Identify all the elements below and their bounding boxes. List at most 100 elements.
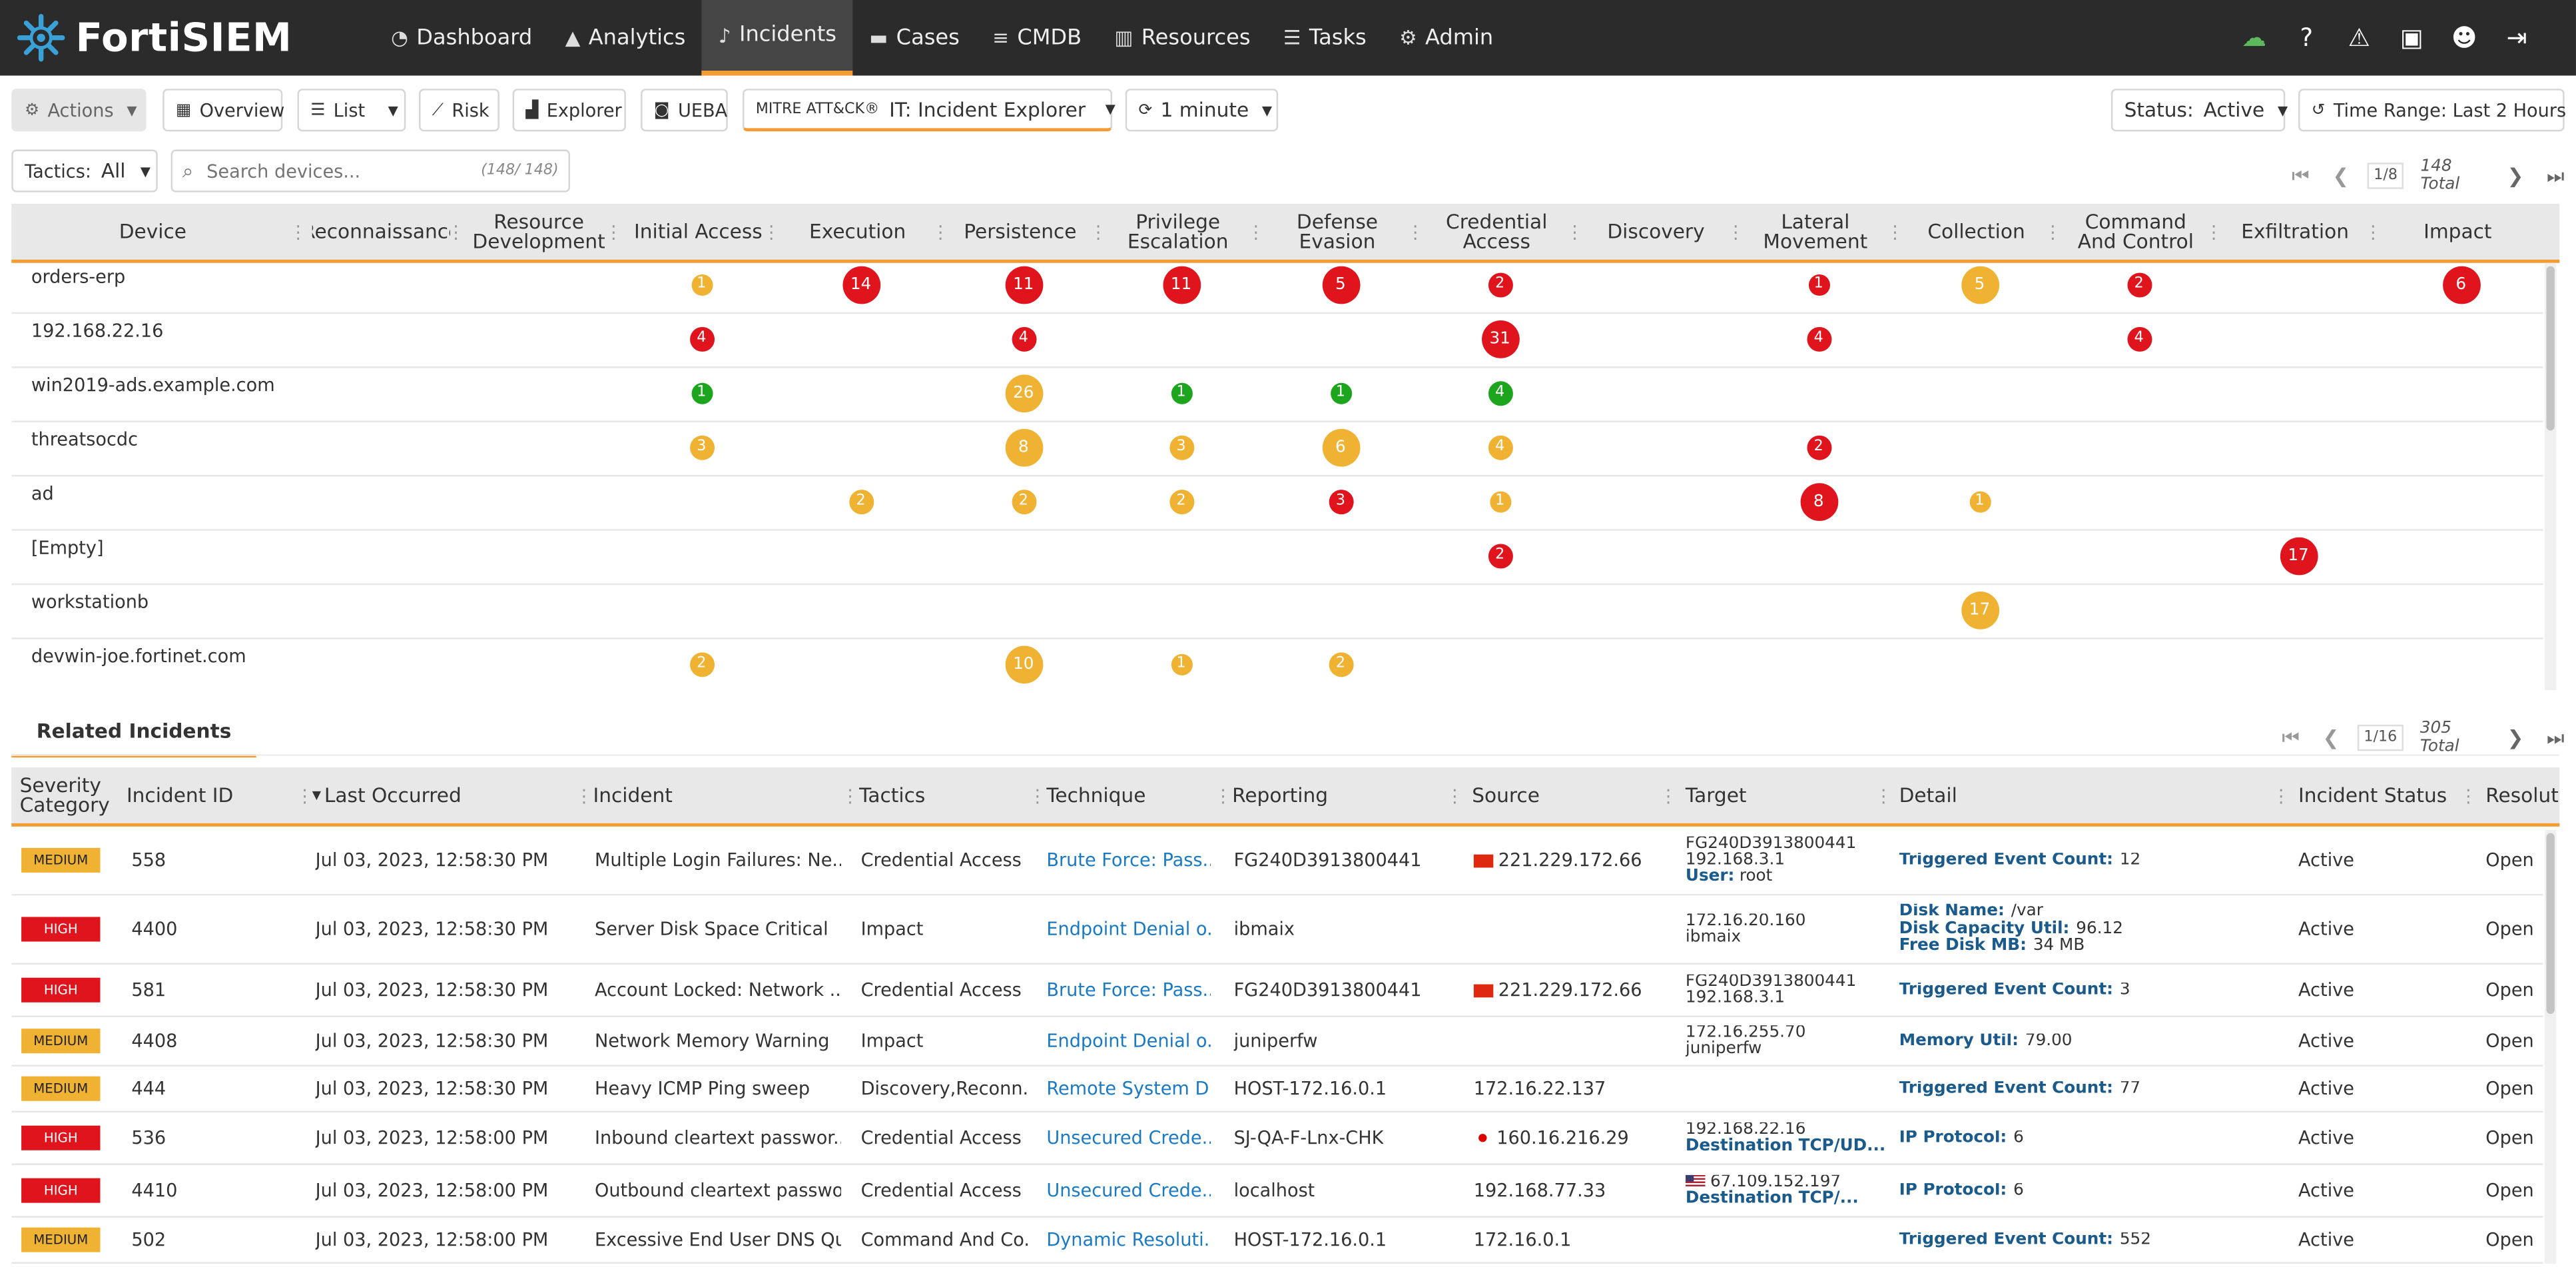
nav-cmdb[interactable]: ≡ CMDB	[976, 0, 1098, 75]
matrix-row[interactable]: win2019-ads.example.com 1 26 1 1 4	[11, 368, 2543, 422]
ueba-button[interactable]: ◙ UEBA	[641, 89, 728, 132]
matrix-row[interactable]: orders-erp 1 14 11 11 5 2 1 5 2 6	[11, 260, 2543, 314]
technique-link[interactable]: Endpoint Denial o...	[1046, 918, 1211, 941]
actions-dropdown[interactable]: ⚙ Actions ▼	[11, 89, 147, 132]
column-header-incident-id[interactable]: Incident ID	[127, 767, 233, 823]
target-cell[interactable]: FG240D3913800441 192.168.3.1 User: root	[1686, 837, 1886, 886]
incident-name[interactable]: Inbound cleartext passwor...	[594, 1127, 842, 1149]
matrix-row[interactable]: [Empty] 2 17	[11, 531, 2543, 586]
device-name[interactable]: threatsocdc	[31, 428, 139, 450]
tactics-filter[interactable]: Tactics: All ▼	[11, 149, 158, 193]
incident-row[interactable]: HIGH 581 Jul 03, 2023, 12:58:30 PM Account …	[11, 965, 2543, 1017]
column-resize-handle[interactable]: ⋮	[1885, 222, 1905, 244]
incident-row[interactable]: MEDIUM 502 Jul 03, 2023, 12:58:00 PM Excess…	[11, 1218, 2543, 1264]
reporting-device[interactable]: FG240D3913800441	[1233, 849, 1422, 871]
prev-page-icon[interactable]: ❮	[2322, 726, 2340, 749]
first-page-icon[interactable]: ⏮	[2292, 163, 2310, 187]
incident-scrollbar-thumb[interactable]	[2546, 833, 2555, 1015]
incident-count-badge[interactable]: 4	[1806, 326, 1831, 351]
source-ip[interactable]: 172.16.0.1	[1474, 1229, 1572, 1250]
incident-row[interactable]: HIGH 4410 Jul 03, 2023, 12:58:00 PM Outboun…	[11, 1165, 2543, 1218]
matrix-scrollbar[interactable]	[2545, 262, 2557, 691]
source-ip[interactable]: 172.16.22.137	[1474, 1078, 1606, 1099]
list-dropdown[interactable]: ☰ List ▼	[297, 89, 406, 132]
reporting-device[interactable]: HOST-172.16.0.1	[1233, 1078, 1387, 1100]
column-header-tactic[interactable]: Initial Access	[621, 204, 775, 260]
incident-count-badge[interactable]: 4	[689, 326, 714, 351]
matrix-scrollbar-thumb[interactable]	[2546, 266, 2555, 431]
incident-count-badge[interactable]: 4	[2126, 326, 2152, 351]
column-resize-handle[interactable]: ⋮	[1089, 222, 1108, 244]
device-name[interactable]: [Empty]	[31, 537, 104, 559]
column-header-severity[interactable]: Severity Category	[20, 767, 111, 823]
incident-row[interactable]: MEDIUM 558 Jul 03, 2023, 12:58:30 PM Multip…	[11, 827, 2543, 896]
column-header-tactic[interactable]: Discovery	[1579, 204, 1734, 260]
incident-row[interactable]: MEDIUM 4408 Jul 03, 2023, 12:58:30 PM Netwo…	[11, 1017, 2543, 1066]
incident-count-badge[interactable]: 1	[691, 382, 713, 404]
technique-link[interactable]: Remote System D...	[1046, 1078, 1211, 1100]
reporting-device[interactable]: juniperfw	[1233, 1030, 1318, 1052]
column-header-incident[interactable]: Incident	[593, 767, 673, 823]
source-ip[interactable]: 160.16.216.29	[1474, 1127, 1629, 1148]
incident-count-badge[interactable]: 1	[1489, 490, 1511, 512]
incident-count-badge[interactable]: 8	[1004, 428, 1043, 466]
overview-button[interactable]: ▦ Overview	[162, 89, 284, 132]
next-page-icon[interactable]: ❯	[2507, 164, 2524, 188]
column-header-tactic[interactable]: Impact	[2380, 204, 2535, 260]
time-range-dropdown[interactable]: ↺Time Range: Last 2 Hours▼	[2298, 89, 2576, 132]
incident-count-badge[interactable]: 1	[1170, 653, 1192, 675]
id-card-icon[interactable]: ▣	[2400, 23, 2423, 53]
column-header-tactic[interactable]: Lateral Movement	[1738, 204, 1893, 260]
incident-count-badge[interactable]: 31	[1480, 319, 1519, 358]
reporting-device[interactable]: ibmaix	[1233, 918, 1295, 941]
column-resize-handle[interactable]: ⋮	[1406, 222, 1425, 244]
explorer-button[interactable]: ▟ Explorer	[512, 89, 626, 132]
column-resize-handle[interactable]: ⋮	[604, 222, 623, 244]
column-resize-handle[interactable]: ⋮	[2043, 222, 2062, 244]
incident-count-badge[interactable]: 3	[1169, 434, 1194, 460]
column-header-tactic[interactable]: Collection	[1899, 204, 2054, 260]
reporting-device[interactable]: localhost	[1233, 1180, 1315, 1202]
matrix-row[interactable]: threatsocdc 3 8 3 6 4 2	[11, 422, 2543, 477]
incident-id[interactable]: 4410	[131, 1180, 178, 1202]
source-ip[interactable]: 192.168.77.33	[1474, 1180, 1606, 1201]
incident-count-badge[interactable]: 17	[2279, 536, 2318, 575]
logout-icon[interactable]: ⇥	[2506, 23, 2527, 53]
target-cell[interactable]: 172.16.20.160 ibmaix	[1686, 914, 1886, 947]
device-name[interactable]: ad	[31, 483, 54, 505]
column-resize-handle[interactable]: ⋮	[1445, 785, 1464, 807]
incident-count-badge[interactable]: 1	[1807, 273, 1829, 295]
column-header-incident-status[interactable]: Incident Status	[2298, 767, 2447, 823]
incident-count-badge[interactable]: 6	[1321, 428, 1360, 466]
column-header-reporting[interactable]: Reporting	[1232, 767, 1328, 823]
status-dropdown[interactable]: Status: Active ▼	[2110, 89, 2288, 132]
search-input[interactable]	[203, 159, 473, 184]
target-cell[interactable]: FG240D3913800441 192.168.3.1	[1686, 975, 1886, 1007]
incident-count-badge[interactable]: 3	[1328, 488, 1353, 514]
nav-dashboard[interactable]: ◔ Dashboard	[374, 0, 549, 75]
last-page-icon[interactable]: ⏭	[2547, 163, 2565, 187]
column-header-tactic[interactable]: Resource Development	[462, 204, 616, 260]
column-header-tactics[interactable]: Tactics	[859, 767, 925, 823]
incident-row[interactable]: HIGH 4400 Jul 03, 2023, 12:58:30 PM Server …	[11, 895, 2543, 965]
column-header-technique[interactable]: Technique	[1046, 767, 1145, 823]
incident-count-badge[interactable]: 4	[1487, 380, 1512, 406]
first-page-icon[interactable]: ⏮	[2282, 725, 2300, 749]
incident-count-badge[interactable]: 2	[2126, 272, 2152, 297]
next-page-icon[interactable]: ❯	[2507, 726, 2524, 749]
target-cell[interactable]: 172.16.255.70 juniperfw	[1686, 1025, 1886, 1058]
incident-count-badge[interactable]: 2	[1011, 488, 1036, 514]
technique-link[interactable]: Dynamic Resoluti...	[1046, 1229, 1211, 1251]
incident-count-badge[interactable]: 5	[1961, 265, 1999, 304]
help-icon[interactable]: ?	[2300, 23, 2314, 53]
incident-count-badge[interactable]: 10	[1004, 645, 1043, 683]
column-header-tactic[interactable]: Credential Access	[1419, 204, 1574, 260]
incident-count-badge[interactable]: 4	[1011, 326, 1036, 351]
incident-count-badge[interactable]: 1	[1170, 382, 1192, 404]
column-resize-handle[interactable]: ⋮	[575, 785, 593, 807]
incident-count-badge[interactable]: 2	[1806, 434, 1831, 460]
reporting-device[interactable]: FG240D3913800441	[1233, 979, 1422, 1001]
matrix-row[interactable]: 192.168.22.16 4 4 31 4 4	[11, 314, 2543, 368]
device-name[interactable]: devwin-joe.fortinet.com	[31, 645, 246, 667]
column-resize-handle[interactable]: ⋮	[296, 785, 314, 807]
